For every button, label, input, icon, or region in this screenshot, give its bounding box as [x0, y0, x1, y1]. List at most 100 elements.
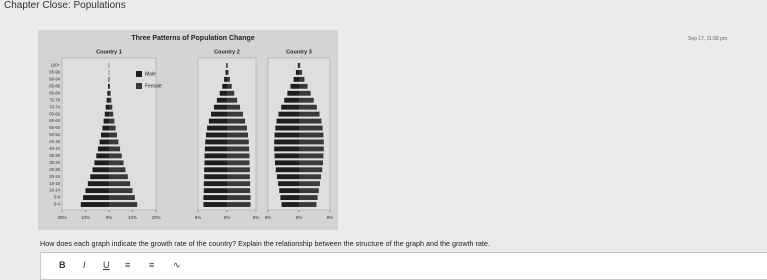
age-label: 70-74 [49, 104, 60, 109]
female-bar [109, 174, 128, 180]
female-bar [109, 153, 122, 159]
number-list-button[interactable]: ≡ [149, 260, 155, 270]
female-bar [227, 111, 243, 117]
female-bar [299, 146, 324, 152]
legend-swatch [136, 71, 142, 77]
male-bar [222, 83, 227, 89]
male-bar [213, 104, 227, 110]
legend-label: Female [145, 83, 162, 89]
male-bar [105, 104, 109, 110]
female-bar [109, 160, 124, 166]
male-bar [274, 139, 299, 145]
male-bar [216, 97, 227, 103]
female-bar [109, 97, 112, 103]
female-bar [299, 111, 320, 117]
male-bar [203, 202, 227, 207]
female-bar [227, 202, 251, 207]
male-bar [80, 202, 109, 207]
male-bar [219, 90, 227, 96]
male-bar [274, 153, 299, 159]
page-title: Chapter Close: Populations [4, 0, 126, 11]
male-bar [284, 97, 299, 103]
female-bar [299, 125, 323, 131]
male-bar [103, 118, 109, 124]
male-bar [281, 104, 299, 110]
female-bar [299, 83, 308, 89]
male-bar [203, 195, 227, 201]
male-bar [90, 174, 109, 180]
x-tick-label: 0% [296, 215, 303, 220]
age-label: 85-89 [49, 83, 60, 88]
male-bar [204, 174, 227, 180]
age-label: 55-59 [49, 125, 60, 130]
age-label: 90-94 [49, 76, 60, 81]
male-bar [275, 125, 299, 131]
age-label: 0-4 [54, 202, 61, 207]
male-bar [225, 69, 227, 75]
male-bar [278, 181, 299, 187]
female-bar [299, 90, 311, 96]
female-bar [227, 97, 238, 103]
age-label: 80-84 [49, 90, 60, 95]
female-bar [299, 174, 322, 180]
male-bar [204, 146, 227, 152]
female-bar [299, 69, 303, 75]
male-bar [83, 195, 109, 201]
bullet-list-button[interactable]: ≡ [125, 260, 131, 270]
x-tick-label: 20% [57, 215, 66, 220]
age-label: 5-9 [54, 195, 61, 200]
male-bar [108, 83, 109, 89]
male-bar [290, 83, 299, 89]
female-bar [299, 139, 324, 145]
male-bar [297, 63, 299, 68]
male-bar [203, 181, 227, 187]
legend-label: Male [145, 71, 156, 77]
female-bar [109, 125, 116, 131]
x-tick-label: 8% [253, 215, 260, 220]
female-bar [227, 63, 228, 68]
x-tick-label: 8% [195, 215, 202, 220]
male-bar [204, 167, 227, 173]
format-button[interactable]: ∿ [173, 260, 181, 270]
female-bar [299, 195, 318, 201]
panel-title: Country 2 [214, 49, 240, 55]
female-bar [299, 188, 319, 194]
female-bar [227, 125, 247, 131]
female-bar [227, 139, 249, 145]
male-bar [208, 118, 227, 124]
age-label: 75-79 [49, 97, 60, 102]
female-bar [109, 181, 131, 187]
female-bar [109, 104, 113, 110]
male-bar [92, 167, 109, 173]
male-bar [211, 111, 227, 117]
male-bar [107, 90, 109, 96]
male-bar [276, 118, 299, 124]
female-bar [299, 160, 324, 166]
female-bar [109, 111, 114, 117]
italic-button[interactable]: I [83, 260, 86, 270]
male-bar [101, 132, 109, 138]
male-bar [97, 146, 109, 152]
bold-button[interactable]: B [59, 260, 66, 270]
legend-swatch [136, 83, 142, 89]
female-bar [299, 167, 323, 173]
age-label: 30-34 [49, 160, 60, 165]
age-label: 25-29 [49, 167, 60, 172]
male-bar [204, 160, 227, 166]
x-tick-label: 0% [224, 215, 231, 220]
female-bar [299, 76, 305, 82]
male-bar [224, 76, 227, 82]
age-label: 20-24 [49, 174, 60, 179]
male-bar [106, 97, 109, 103]
x-tick-label: 8% [327, 215, 334, 220]
underline-button[interactable]: U [103, 260, 110, 270]
male-bar [205, 139, 227, 145]
editor-toolbar: B I U ≡ ≡ ∿ [40, 252, 767, 280]
female-bar [299, 63, 301, 68]
male-bar [94, 160, 109, 166]
male-bar [85, 188, 109, 194]
timestamp: Sep 17, 11:58 pm [688, 36, 728, 42]
figure: Three Patterns of Population Change 0-4 5… [38, 30, 338, 230]
male-bar [280, 195, 299, 201]
female-bar [109, 202, 138, 207]
